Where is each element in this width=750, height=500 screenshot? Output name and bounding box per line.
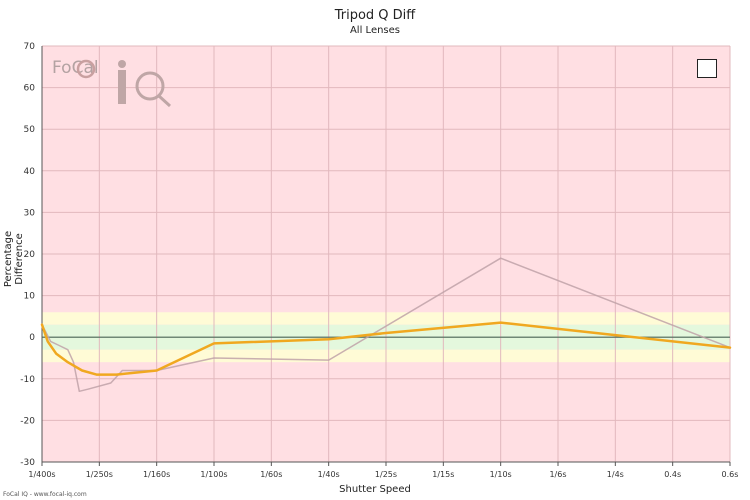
x-tick-label: 1/15s <box>432 470 454 479</box>
x-tick-label: 1/160s <box>143 470 170 479</box>
y-axis-label: Percentage Difference <box>3 230 25 288</box>
footer-credit: FoCal IQ - www.focal-iq.com <box>3 491 87 498</box>
y-tick-label: 0 <box>29 333 35 343</box>
x-tick-label: 1/25s <box>375 470 397 479</box>
y-tick-label: -30 <box>20 458 35 468</box>
y-tick-label: 40 <box>24 167 36 177</box>
x-tick-label: 0.6s <box>722 470 739 479</box>
y-tick-label: -20 <box>20 416 35 426</box>
focal-iq-logo: FoCal <box>52 56 172 108</box>
y-tick-label: 70 <box>24 42 36 52</box>
x-tick-label: 1/60s <box>260 470 282 479</box>
x-tick-label: 1/10s <box>490 470 512 479</box>
y-tick-label: 30 <box>24 208 36 218</box>
legend-toggle-checkbox[interactable] <box>697 59 717 78</box>
x-tick-label: 1/40s <box>318 470 340 479</box>
y-tick-label: 10 <box>24 292 36 302</box>
y-tick-label: 20 <box>24 250 36 260</box>
x-tick-label: 0.4s <box>664 470 681 479</box>
series-line <box>40 321 732 376</box>
logo-text: FoCal <box>52 58 99 78</box>
x-tick-label: 1/250s <box>86 470 113 479</box>
y-tick-label: 60 <box>24 84 36 94</box>
series-line <box>41 257 731 393</box>
chart-subtitle: All Lenses <box>349 25 401 36</box>
logo-iq-mark <box>76 59 172 108</box>
x-tick-label: 1/400s <box>28 470 55 479</box>
x-tick-label: 1/4s <box>607 470 624 479</box>
y-tick-label: -10 <box>20 375 35 385</box>
x-axis-label: Shutter Speed <box>339 484 411 495</box>
x-tick-label: 1/6s <box>549 470 566 479</box>
chart-title: Tripod Q Diff <box>334 8 416 23</box>
x-tick-label: 1/100s <box>200 470 227 479</box>
y-tick-label: 50 <box>24 125 36 135</box>
